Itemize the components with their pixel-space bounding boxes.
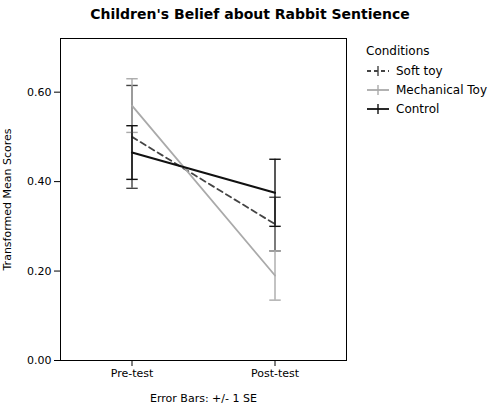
- svg-text:0.00: 0.00: [27, 354, 52, 367]
- svg-text:Pre-test: Pre-test: [111, 367, 154, 380]
- html-text:Children's Belief about Rabbit: Children's Belief about Rabbit Sentience: [90, 6, 410, 22]
- svg-text:0.60: 0.60: [27, 86, 52, 99]
- svg-text:0.40: 0.40: [27, 175, 52, 188]
- svg-text:Error Bars: +/- 1 SE: Error Bars: +/- 1 SE: [150, 392, 257, 405]
- html-text:Control: Control: [396, 102, 440, 116]
- html-text:Soft toy: Soft toy: [396, 64, 443, 78]
- html-text:Conditions: Conditions: [366, 44, 430, 58]
- svg-text:Post-test: Post-test: [251, 367, 300, 380]
- html-text:Mechanical Toy: Mechanical Toy: [396, 83, 488, 97]
- svg-text:0.20: 0.20: [27, 265, 52, 278]
- svg-text:Transformed Mean Scores: Transformed Mean Scores: [1, 128, 14, 271]
